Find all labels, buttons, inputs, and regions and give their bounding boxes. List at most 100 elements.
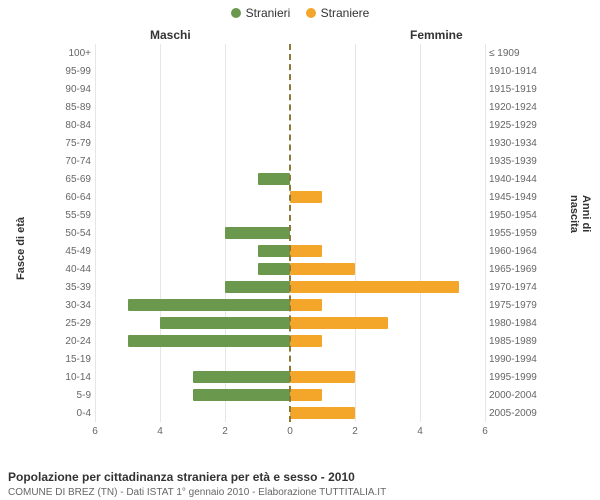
- bar-female: [290, 317, 388, 329]
- x-tick: 6: [92, 426, 98, 437]
- age-label: 80-84: [55, 120, 95, 131]
- bar-zone: [95, 152, 485, 170]
- bar-zone: [95, 278, 485, 296]
- bar-male: [128, 335, 291, 347]
- plot-area: 100+≤ 190995-991910-191490-941915-191985…: [55, 44, 545, 444]
- legend-swatch-female: [306, 8, 316, 18]
- birth-year-label: ≤ 1909: [485, 48, 545, 59]
- legend: Stranieri Straniere: [0, 6, 600, 21]
- table-row: 35-391970-1974: [55, 278, 545, 296]
- bar-zone: [95, 170, 485, 188]
- bar-zone: [95, 224, 485, 242]
- bar-zone: [95, 314, 485, 332]
- age-label: 25-29: [55, 318, 95, 329]
- age-label: 95-99: [55, 66, 95, 77]
- x-axis: 6420246: [55, 422, 545, 444]
- bar-zone: [95, 188, 485, 206]
- bar-female: [290, 281, 459, 293]
- bar-male: [225, 281, 290, 293]
- bar-zone: [95, 134, 485, 152]
- bar-male: [225, 227, 290, 239]
- table-row: 95-99 1910-1914: [55, 62, 545, 80]
- birth-year-label: 1930-1934: [485, 138, 545, 149]
- bar-female: [290, 389, 322, 401]
- population-pyramid-chart: Stranieri Straniere Maschi Femmine Fasce…: [0, 0, 600, 500]
- bar-male: [193, 371, 291, 383]
- age-label: 15-19: [55, 354, 95, 365]
- x-tick: 2: [352, 426, 358, 437]
- birth-year-label: 1975-1979: [485, 300, 545, 311]
- bar-female: [290, 191, 322, 203]
- table-row: 100+ ≤ 1909: [55, 44, 545, 62]
- table-row: 80-84 1925-1929: [55, 116, 545, 134]
- bar-male: [258, 263, 290, 275]
- legend-swatch-male: [231, 8, 241, 18]
- legend-label-male: Stranieri: [246, 6, 291, 20]
- table-row: 45-49 1960-1964: [55, 242, 545, 260]
- age-label: 45-49: [55, 246, 95, 257]
- bar-zone: [95, 80, 485, 98]
- birth-year-label: 1985-1989: [485, 336, 545, 347]
- legend-item-female: Straniere: [306, 6, 370, 20]
- age-label: 40-44: [55, 264, 95, 275]
- x-tick: 0: [287, 426, 293, 437]
- y-axis-label-left: Fasce di età: [15, 217, 27, 280]
- birth-year-label: 1925-1929: [485, 120, 545, 131]
- x-tick: 6: [482, 426, 488, 437]
- table-row: 10-141995-1999: [55, 368, 545, 386]
- birth-year-label: 1970-1974: [485, 282, 545, 293]
- birth-year-label: 1990-1994: [485, 354, 545, 365]
- bar-zone: [95, 350, 485, 368]
- bar-male: [258, 245, 290, 257]
- bar-male: [193, 389, 291, 401]
- rows-container: 100+≤ 190995-991910-191490-941915-191985…: [55, 44, 545, 422]
- bar-zone: [95, 386, 485, 404]
- birth-year-label: 1910-1914: [485, 66, 545, 77]
- table-row: 5-92000-2004: [55, 386, 545, 404]
- age-label: 55-59: [55, 210, 95, 221]
- table-row: 90-941915-1919: [55, 80, 545, 98]
- bar-female: [290, 335, 322, 347]
- table-row: 60-64 1945-1949: [55, 188, 545, 206]
- bar-male: [258, 173, 290, 185]
- birth-year-label: 2005-2009: [485, 408, 545, 419]
- bar-zone: [95, 62, 485, 80]
- age-label: 30-34: [55, 300, 95, 311]
- birth-year-label: 1950-1954: [485, 210, 545, 221]
- bar-zone: [95, 242, 485, 260]
- bar-female: [290, 299, 322, 311]
- bar-zone: [95, 206, 485, 224]
- birth-year-label: 2000-2004: [485, 390, 545, 401]
- age-label: 0-4: [55, 408, 95, 419]
- age-label: 60-64: [55, 192, 95, 203]
- birth-year-label: 1945-1949: [485, 192, 545, 203]
- table-row: 40-441965-1969: [55, 260, 545, 278]
- chart-subtitle: COMUNE DI BREZ (TN) - Dati ISTAT 1° genn…: [8, 487, 386, 498]
- table-row: 85-891920-1924: [55, 98, 545, 116]
- bar-zone: [95, 296, 485, 314]
- bar-zone: [95, 44, 485, 62]
- x-tick: 2: [222, 426, 228, 437]
- chart-title: Popolazione per cittadinanza straniera p…: [8, 470, 355, 484]
- bar-female: [290, 407, 355, 419]
- age-label: 90-94: [55, 84, 95, 95]
- age-label: 70-74: [55, 156, 95, 167]
- table-row: 50-541955-1959: [55, 224, 545, 242]
- age-label: 100+: [55, 48, 95, 59]
- birth-year-label: 1960-1964: [485, 246, 545, 257]
- table-row: 30-34 1975-1979: [55, 296, 545, 314]
- bar-zone: [95, 368, 485, 386]
- bar-male: [128, 299, 291, 311]
- birth-year-label: 1980-1984: [485, 318, 545, 329]
- bar-female: [290, 263, 355, 275]
- table-row: 15-19 1990-1994: [55, 350, 545, 368]
- panel-title-male: Maschi: [150, 28, 191, 42]
- bar-zone: [95, 404, 485, 422]
- birth-year-label: 1940-1944: [485, 174, 545, 185]
- table-row: 70-741935-1939: [55, 152, 545, 170]
- table-row: 25-29 1980-1984: [55, 314, 545, 332]
- age-label: 75-79: [55, 138, 95, 149]
- age-label: 85-89: [55, 102, 95, 113]
- x-tick: 4: [157, 426, 163, 437]
- table-row: 20-241985-1989: [55, 332, 545, 350]
